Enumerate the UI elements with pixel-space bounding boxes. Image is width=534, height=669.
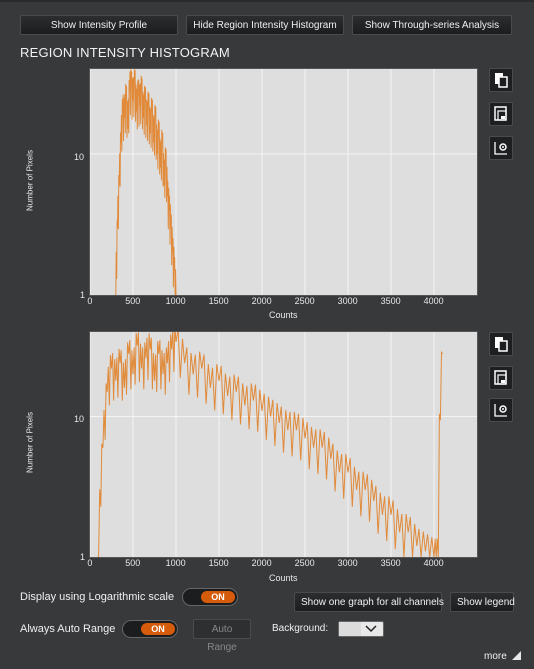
x-tick-label: 1500 (208, 558, 229, 568)
y-tick-10: 10 (74, 152, 85, 162)
copy-icon (495, 73, 508, 88)
more-label: more (484, 651, 507, 662)
hide-region-histogram-button[interactable]: Hide Region Intensity Histogram (186, 15, 344, 35)
x-tick-label: 3500 (380, 296, 401, 306)
export-settings-button-2[interactable] (489, 398, 513, 422)
plot-svg-1 (90, 69, 477, 295)
show-intensity-profile-button[interactable]: Show Intensity Profile (20, 15, 178, 35)
x-tick-label: 2500 (294, 558, 315, 568)
background-color-swatch (339, 622, 361, 636)
x-tick-label: 2000 (251, 558, 272, 568)
x-axis-label-2: Counts (269, 573, 298, 583)
log-scale-toggle-state: ON (201, 591, 235, 603)
save-icon (494, 370, 507, 385)
histogram-series-line (115, 69, 177, 295)
x-tick-label: 4000 (423, 296, 444, 306)
chevron-down-icon (365, 625, 377, 633)
x-tick-label: 1000 (165, 558, 186, 568)
save-button-2[interactable] (489, 366, 513, 390)
x-tick-label: 500 (125, 296, 141, 306)
x-tick-label: 0 (87, 558, 93, 568)
x-tick-label: 1500 (208, 296, 229, 306)
x-tick-label: 3000 (337, 296, 358, 306)
export-settings-button-1[interactable] (489, 136, 513, 160)
y-axis-label-1: Number of Pixels (25, 150, 35, 211)
plot-svg-2 (90, 332, 477, 557)
y-tick-1: 1 (80, 290, 86, 300)
show-through-series-button[interactable]: Show Through-series Analysis (352, 15, 512, 35)
x-tick-label: 4000 (423, 558, 444, 568)
x-axis-label-1: Counts (269, 310, 298, 320)
auto-range-toggle-state: ON (141, 623, 175, 635)
copy-button-1[interactable] (489, 68, 513, 92)
export-settings-icon (494, 142, 507, 155)
copy-icon (495, 337, 508, 352)
plot-area-2 (89, 331, 478, 558)
background-dropdown[interactable] (338, 621, 384, 637)
auto-range-button[interactable]: Auto Range (193, 619, 251, 653)
y-tick-10: 10 (74, 414, 85, 424)
show-legend-button[interactable]: Show legend (450, 592, 515, 612)
plot-area-1 (89, 68, 478, 296)
x-tick-label: 1000 (165, 296, 186, 306)
auto-range-toggle[interactable]: ON (122, 620, 178, 638)
x-tick-label: 500 (125, 558, 141, 568)
auto-range-label: Always Auto Range (20, 623, 116, 635)
x-tick-label: 2000 (251, 296, 272, 306)
x-tick-label: 0 (87, 296, 93, 306)
histogram-series-line (98, 332, 444, 557)
copy-button-2[interactable] (489, 332, 513, 356)
x-tick-label: 2500 (294, 296, 315, 306)
y-tick-1: 1 (80, 552, 86, 562)
log-scale-label: Display using Logarithmic scale (20, 591, 175, 603)
section-title: REGION INTENSITY HISTOGRAM (20, 45, 230, 60)
log-scale-toggle[interactable]: ON (182, 588, 238, 606)
save-icon (494, 106, 507, 121)
one-graph-button[interactable]: Show one graph for all channels (294, 592, 444, 612)
y-axis-label-2: Number of Pixels (25, 412, 35, 473)
background-label: Background: (272, 623, 329, 634)
x-tick-label: 3000 (337, 558, 358, 568)
x-tick-label: 3500 (380, 558, 401, 568)
export-settings-icon (494, 404, 507, 417)
more-link[interactable]: more (484, 651, 521, 662)
top-edge (0, 0, 534, 2)
save-button-1[interactable] (489, 102, 513, 126)
corner-arrow-icon (511, 651, 521, 660)
